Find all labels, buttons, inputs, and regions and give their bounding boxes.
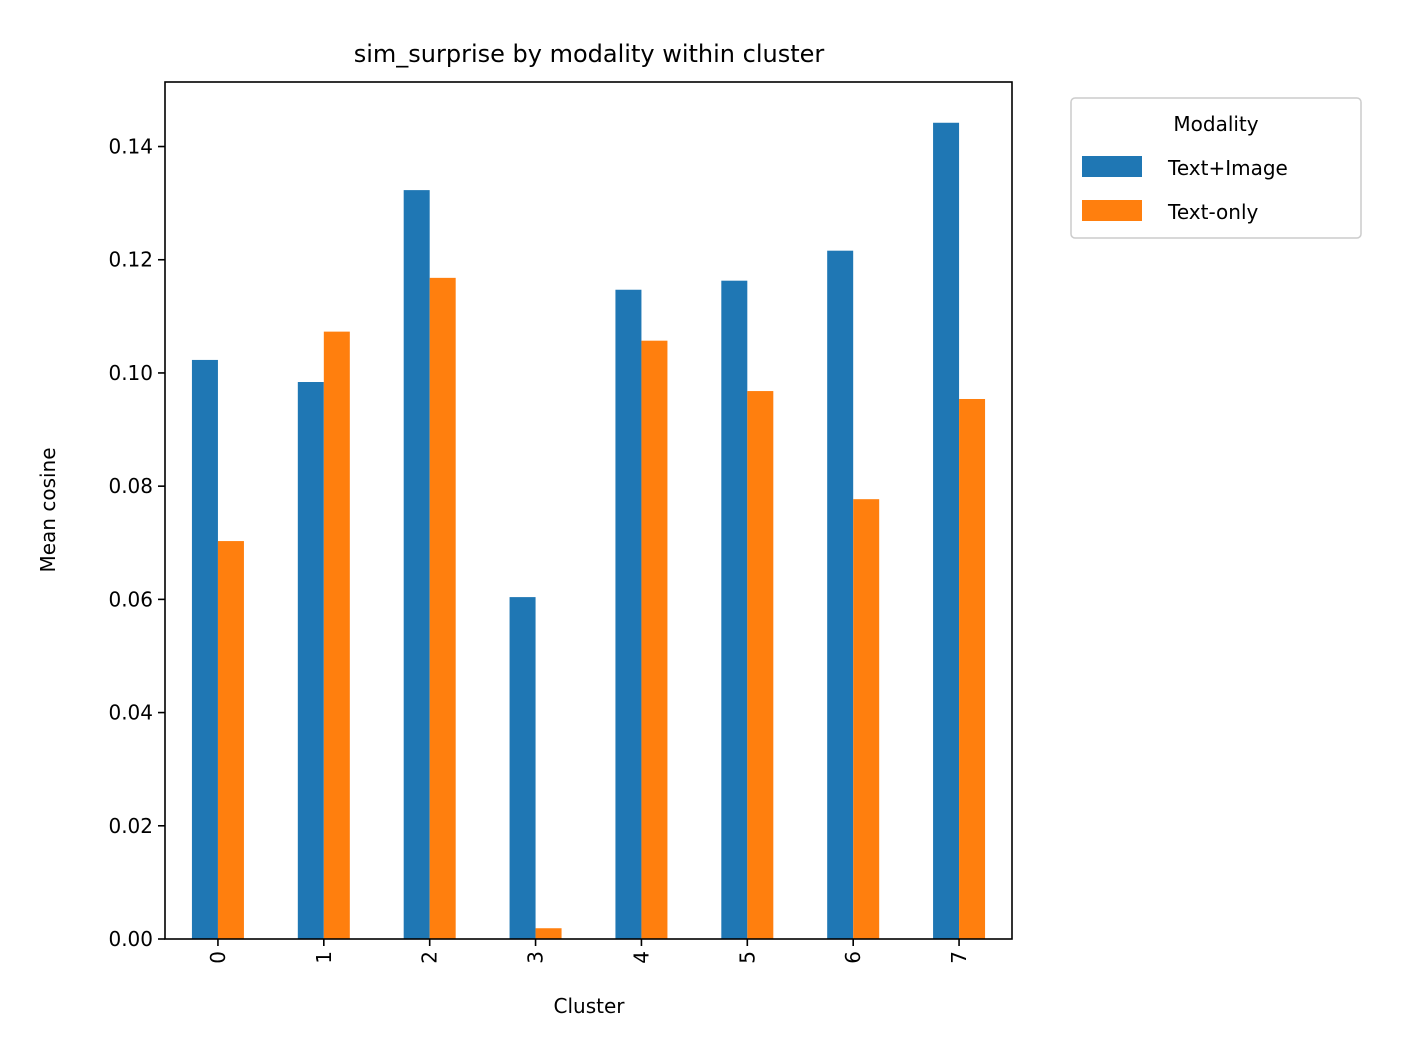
bars-group: [191, 122, 986, 940]
x-tick-label: 5: [735, 951, 759, 964]
legend: Modality Text+Image Text-only: [1070, 97, 1362, 239]
y-tick-label: 0.10: [108, 361, 153, 385]
bar-text-only-cluster-4: [641, 340, 668, 939]
bar-text-image-cluster-2: [403, 190, 430, 939]
y-tick-label: 0.06: [108, 587, 153, 611]
x-tick-label: 4: [629, 951, 653, 964]
bar-text-image-cluster-5: [721, 280, 748, 940]
bar-text-only-cluster-3: [535, 928, 562, 939]
x-axis: 0 1 2 3 4 5 6 7: [206, 939, 971, 964]
bar-text-only-cluster-6: [853, 499, 880, 939]
bar-text-only-cluster-1: [323, 331, 350, 939]
x-tick-label: 0: [206, 951, 230, 964]
plot-frame: [164, 81, 1013, 940]
bar-text-only-cluster-7: [959, 398, 986, 939]
y-tick-label: 0.14: [108, 135, 153, 159]
bar-text-image-cluster-0: [191, 359, 218, 939]
x-tick-label: 6: [841, 951, 865, 964]
bar-text-image-cluster-6: [827, 250, 854, 939]
legend-swatch-text-image: [1082, 156, 1142, 177]
legend-label: Text+Image: [1167, 156, 1288, 180]
x-axis-label: Cluster: [554, 994, 626, 1018]
x-tick-label: 3: [524, 951, 548, 964]
legend-title: Modality: [1173, 112, 1258, 136]
legend-swatch-text-only: [1082, 200, 1142, 221]
y-tick-label: 0.12: [108, 248, 153, 272]
chart-title: sim_surprise by modality within cluster: [354, 40, 825, 68]
y-tick-label: 0.04: [108, 701, 153, 725]
bar-text-image-cluster-1: [297, 382, 324, 939]
y-tick-label: 0.02: [108, 814, 153, 838]
x-tick-label: 7: [947, 951, 971, 964]
bar-text-only-cluster-5: [747, 391, 774, 939]
y-axis: 0.00 0.02 0.04 0.06 0.08 0.10 0.12 0.14: [108, 135, 165, 951]
y-tick-label: 0.00: [108, 927, 153, 951]
legend-box: [1070, 97, 1362, 239]
y-tick-label: 0.08: [108, 474, 153, 498]
x-tick-label: 2: [418, 951, 442, 964]
bar-text-image-cluster-3: [509, 597, 536, 939]
bar-text-only-cluster-0: [217, 541, 244, 939]
y-axis-label: Mean cosine: [36, 447, 60, 572]
bar-text-image-cluster-7: [933, 122, 960, 939]
bar-text-only-cluster-2: [429, 277, 456, 939]
x-tick-label: 1: [312, 951, 336, 964]
legend-label: Text-only: [1167, 200, 1259, 224]
bar-text-image-cluster-4: [615, 289, 642, 939]
